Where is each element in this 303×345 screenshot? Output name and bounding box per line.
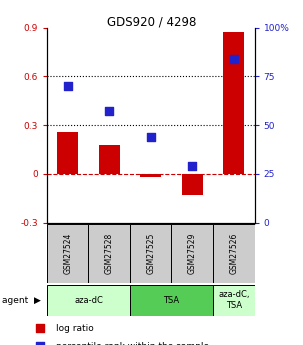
Bar [130,285,213,316]
Bar [213,285,255,316]
Text: aza-dC: aza-dC [74,296,103,305]
Text: GDS920 / 4298: GDS920 / 4298 [107,16,196,29]
Point [107,109,112,114]
Bar [47,224,88,283]
Bar [182,174,203,195]
Bar [99,145,120,174]
Bar [171,224,213,283]
Text: log ratio: log ratio [56,324,94,333]
Text: aza-dC,
TSA: aza-dC, TSA [218,290,249,310]
Text: TSA: TSA [163,296,180,305]
Text: GSM27526: GSM27526 [229,233,238,274]
Text: percentile rank within the sample: percentile rank within the sample [56,342,209,345]
Text: agent  ▶: agent ▶ [2,296,40,305]
Point [231,56,236,61]
Text: GSM27525: GSM27525 [146,233,155,274]
Text: GSM27529: GSM27529 [188,233,197,274]
Point [190,163,195,169]
Bar [213,224,255,283]
Text: GSM27524: GSM27524 [63,233,72,274]
Point [148,134,153,139]
Point [188,252,192,258]
Bar [47,285,130,316]
Bar [140,174,161,177]
Text: GSM27528: GSM27528 [105,233,114,274]
Point [65,83,70,89]
Point [188,88,192,93]
Bar [130,224,171,283]
Bar [57,132,78,174]
Bar [88,224,130,283]
Bar [223,32,244,174]
